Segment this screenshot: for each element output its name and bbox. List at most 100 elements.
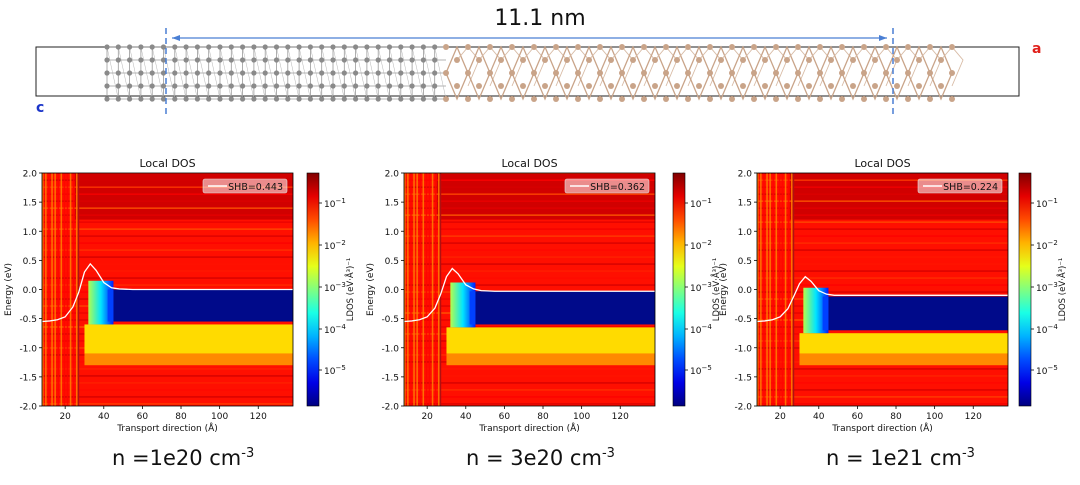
metal-atom bbox=[386, 44, 393, 50]
semiconductor-atom bbox=[773, 70, 779, 76]
metal-atom bbox=[364, 96, 370, 102]
semiconductor-atom bbox=[817, 70, 823, 76]
semiconductor-atom bbox=[762, 83, 768, 89]
metal-atom bbox=[217, 96, 223, 102]
semiconductor-atom bbox=[685, 96, 691, 102]
metal-atom bbox=[183, 44, 189, 50]
axis-a-label: a bbox=[1032, 41, 1042, 57]
semiconductor-atom bbox=[641, 96, 647, 102]
metal-atom bbox=[307, 44, 313, 50]
metal-atom bbox=[296, 96, 302, 102]
y-tick-label: -1.0 bbox=[381, 344, 399, 354]
metal-atom bbox=[262, 83, 268, 89]
x-tick-label: 120 bbox=[612, 412, 629, 422]
semiconductor-atom bbox=[718, 57, 724, 63]
metal-atom bbox=[262, 44, 268, 50]
semiconductor-atom bbox=[443, 44, 449, 50]
barrier-curve bbox=[42, 262, 293, 323]
x-tick-label: 100 bbox=[926, 412, 943, 422]
semiconductor-atom bbox=[443, 96, 449, 102]
y-tick-label: -1.5 bbox=[19, 373, 37, 383]
semiconductor-atom bbox=[630, 57, 636, 63]
colorbar-label: LDOS (eV·Å³)⁻¹ bbox=[1056, 258, 1068, 322]
x-tick-label: 40 bbox=[460, 412, 472, 422]
semiconductor-atom bbox=[663, 44, 669, 50]
semiconductor-atom bbox=[872, 83, 878, 89]
legend-label: SHB=0.362 bbox=[590, 182, 645, 193]
metal-atom bbox=[206, 96, 212, 102]
x-tick-label: 40 bbox=[98, 412, 110, 422]
y-tick-label: 0.5 bbox=[738, 257, 752, 267]
y-tick-label: -0.5 bbox=[734, 315, 752, 325]
semiconductor-atom bbox=[773, 96, 779, 102]
metal-atom bbox=[115, 44, 121, 50]
semiconductor-atom bbox=[850, 83, 856, 89]
metal-atom bbox=[206, 44, 212, 50]
semiconductor-atom bbox=[883, 44, 889, 50]
dim-arrow-right-head bbox=[879, 35, 887, 41]
semiconductor-atom bbox=[542, 57, 548, 63]
metal-atom bbox=[160, 96, 167, 102]
semiconductor-atom bbox=[751, 70, 757, 76]
semiconductor-atom bbox=[652, 83, 658, 89]
metal-atom bbox=[364, 57, 370, 63]
semiconductor-atom bbox=[608, 57, 614, 63]
simulation-cell bbox=[35, 46, 1020, 97]
y-tick-label: -2.0 bbox=[19, 403, 37, 413]
colorbar-tick-label: 10−1 bbox=[1036, 197, 1058, 210]
semiconductor-atom bbox=[586, 83, 592, 89]
semiconductor-atom bbox=[685, 70, 691, 76]
legend-label: SHB=0.443 bbox=[228, 182, 283, 193]
semiconductor-atom bbox=[729, 96, 735, 102]
metal-atom bbox=[194, 70, 200, 76]
heatmap-area bbox=[404, 173, 655, 406]
metal-atom bbox=[104, 83, 110, 89]
metal-atom bbox=[375, 44, 381, 50]
legend-label: SHB=0.224 bbox=[943, 182, 998, 193]
semiconductor-atom bbox=[476, 57, 482, 63]
colorbar-tick-label: 10−4 bbox=[324, 323, 346, 336]
x-tick-label: 80 bbox=[175, 412, 187, 422]
metal-atom bbox=[375, 83, 381, 89]
metal-atom bbox=[194, 44, 200, 50]
x-tick-label: 60 bbox=[852, 412, 864, 422]
semiconductor-atom bbox=[619, 96, 625, 102]
metal-atom bbox=[251, 96, 257, 102]
metal-atom bbox=[386, 83, 393, 89]
metal-atom bbox=[240, 96, 246, 102]
semiconductor-atom bbox=[916, 57, 922, 63]
semiconductor-atom bbox=[861, 70, 867, 76]
colorbar-tick-label: 10−4 bbox=[690, 323, 712, 336]
x-tick-label: 80 bbox=[537, 412, 549, 422]
metal-atom bbox=[194, 57, 200, 63]
metal-atom bbox=[307, 70, 313, 76]
axis-c-label: c bbox=[36, 100, 45, 116]
semiconductor-atom bbox=[872, 57, 878, 63]
y-tick-label: 1.0 bbox=[23, 228, 38, 238]
semiconductor-atom bbox=[531, 44, 537, 50]
semiconductor-atom bbox=[927, 96, 933, 102]
chart-title: Local DOS bbox=[501, 157, 557, 170]
semiconductor-atom bbox=[718, 83, 724, 89]
x-axis-label: Transport direction (Å) bbox=[831, 422, 933, 434]
semiconductor-atom bbox=[465, 44, 471, 50]
y-axis-label: Energy (eV) bbox=[366, 263, 376, 316]
metal-atom bbox=[138, 44, 144, 50]
metal-atom bbox=[353, 44, 359, 50]
semiconductor-atom bbox=[641, 44, 647, 50]
metal-atom bbox=[319, 96, 325, 102]
semiconductor-atom bbox=[938, 57, 944, 63]
metal-atom bbox=[364, 83, 370, 89]
semiconductor-atom bbox=[553, 96, 559, 102]
semiconductor-atom bbox=[465, 96, 471, 102]
heatmap-area bbox=[42, 173, 293, 406]
metal-atom bbox=[115, 96, 121, 102]
metal-atom bbox=[240, 57, 246, 63]
metal-atom bbox=[341, 44, 347, 50]
y-tick-label: 1.5 bbox=[738, 199, 752, 209]
y-tick-label: 1.5 bbox=[385, 199, 399, 209]
metal-atom bbox=[127, 44, 133, 50]
metal-atom bbox=[115, 70, 121, 76]
metal-atom bbox=[183, 70, 189, 76]
semiconductor-atom bbox=[509, 96, 515, 102]
